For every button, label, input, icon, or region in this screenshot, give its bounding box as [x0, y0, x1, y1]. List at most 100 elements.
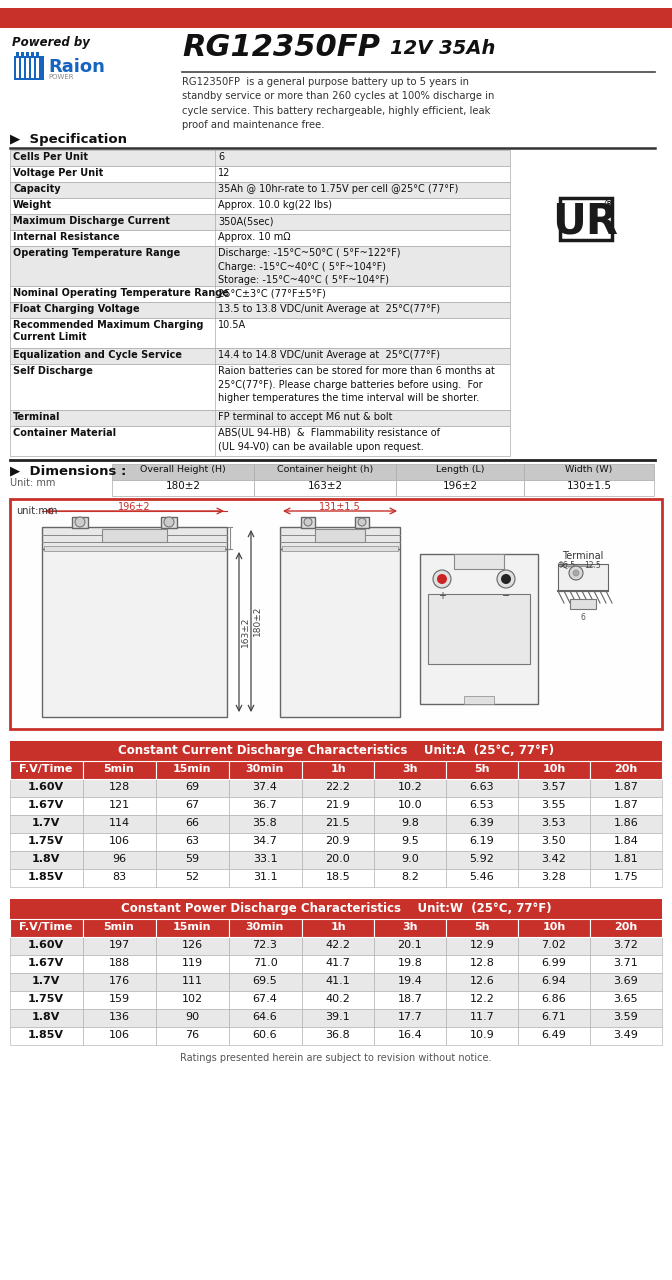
Bar [302, 955, 374, 973]
Text: 96: 96 [112, 854, 126, 864]
Text: 5.92: 5.92 [470, 854, 495, 864]
Bar [590, 780, 662, 797]
Text: ▶  Specification: ▶ Specification [10, 133, 127, 146]
Text: 12.5: 12.5 [584, 561, 601, 570]
Bar [302, 919, 374, 937]
Bar [590, 973, 662, 991]
Text: Powered by: Powered by [12, 36, 90, 49]
Circle shape [497, 570, 515, 588]
Bar [10, 851, 83, 869]
Text: 136: 136 [108, 1012, 130, 1021]
Bar [302, 869, 374, 887]
Bar [156, 973, 229, 991]
Text: 60.6: 60.6 [253, 1030, 278, 1039]
Bar [10, 797, 83, 815]
Bar [590, 833, 662, 851]
Text: 34.7: 34.7 [253, 836, 278, 846]
Bar [10, 955, 83, 973]
Text: +: + [438, 591, 446, 602]
Bar [83, 973, 156, 991]
Text: 121: 121 [108, 800, 130, 810]
Text: 197: 197 [108, 940, 130, 950]
Text: 63: 63 [185, 836, 199, 846]
Text: 15min: 15min [173, 764, 211, 774]
Circle shape [569, 566, 583, 580]
Bar [446, 1009, 518, 1027]
Bar [26, 58, 29, 78]
Bar [156, 869, 229, 887]
Bar [446, 762, 518, 780]
Text: 3.28: 3.28 [542, 872, 566, 882]
Text: 1.87: 1.87 [614, 800, 638, 810]
Bar [446, 869, 518, 887]
Bar [83, 991, 156, 1009]
Text: 3.42: 3.42 [542, 854, 566, 864]
Bar [374, 869, 446, 887]
Text: 6.53: 6.53 [470, 800, 495, 810]
Bar [31, 58, 34, 78]
Text: 6.19: 6.19 [470, 836, 495, 846]
Text: 64.6: 64.6 [253, 1012, 278, 1021]
Text: 188: 188 [108, 957, 130, 968]
Text: Equalization and Cycle Service: Equalization and Cycle Service [13, 349, 182, 360]
Text: Operating Temperature Range: Operating Temperature Range [13, 248, 180, 259]
Bar [10, 198, 510, 214]
Bar [518, 815, 590, 833]
Bar [446, 833, 518, 851]
Text: 1.84: 1.84 [614, 836, 638, 846]
Text: 10h: 10h [542, 922, 566, 932]
Text: 37.4: 37.4 [253, 782, 278, 792]
Bar [590, 869, 662, 887]
Text: 1.81: 1.81 [614, 854, 638, 864]
Bar [10, 317, 510, 348]
Text: ®: ® [602, 198, 614, 211]
Bar [10, 1009, 83, 1027]
Bar [254, 463, 396, 480]
Text: Constant Power Discharge Characteristics    Unit:W  (25°C, 77°F): Constant Power Discharge Characteristics… [121, 902, 551, 915]
Text: 13.5 to 13.8 VDC/unit Average at  25°C(77°F): 13.5 to 13.8 VDC/unit Average at 25°C(77… [218, 303, 440, 314]
Bar [374, 973, 446, 991]
Text: 39.1: 39.1 [326, 1012, 350, 1021]
Bar [464, 696, 494, 704]
Text: 67: 67 [185, 800, 199, 810]
Text: POWER: POWER [48, 74, 73, 79]
Bar [302, 991, 374, 1009]
Text: 106: 106 [108, 836, 130, 846]
Text: Approx. 10 mΩ: Approx. 10 mΩ [218, 232, 290, 242]
Bar [302, 1027, 374, 1044]
Bar [560, 198, 612, 241]
Bar [229, 1009, 302, 1027]
Text: 3.57: 3.57 [542, 782, 566, 792]
Text: 14.4 to 14.8 VDC/unit Average at  25°C(77°F): 14.4 to 14.8 VDC/unit Average at 25°C(77… [218, 349, 440, 360]
Bar [446, 851, 518, 869]
Bar [518, 869, 590, 887]
Bar [26, 52, 29, 58]
Bar [374, 797, 446, 815]
Bar [42, 527, 227, 549]
Bar [156, 762, 229, 780]
Text: Unit: mm: Unit: mm [10, 477, 55, 488]
Bar [302, 833, 374, 851]
Bar [590, 1027, 662, 1044]
Bar [518, 937, 590, 955]
Bar [302, 762, 374, 780]
Bar [518, 851, 590, 869]
Bar [590, 937, 662, 955]
Bar [229, 815, 302, 833]
Text: Approx. 10.0 kg(22 lbs): Approx. 10.0 kg(22 lbs) [218, 200, 332, 210]
Text: Recommended Maximum Charging
Current Limit: Recommended Maximum Charging Current Lim… [13, 320, 204, 342]
Bar [518, 833, 590, 851]
Text: 5min: 5min [103, 922, 134, 932]
Text: 5min: 5min [103, 764, 134, 774]
Text: Terminal: Terminal [562, 550, 603, 561]
Bar [446, 919, 518, 937]
Bar [229, 937, 302, 955]
Text: 6: 6 [218, 152, 224, 163]
Text: 1h: 1h [330, 764, 346, 774]
Text: Cells Per Unit: Cells Per Unit [13, 152, 88, 163]
Bar [72, 517, 88, 527]
Text: 90: 90 [185, 1012, 199, 1021]
Text: Voltage Per Unit: Voltage Per Unit [13, 168, 103, 178]
Text: −: − [502, 591, 510, 602]
Bar [10, 741, 662, 762]
